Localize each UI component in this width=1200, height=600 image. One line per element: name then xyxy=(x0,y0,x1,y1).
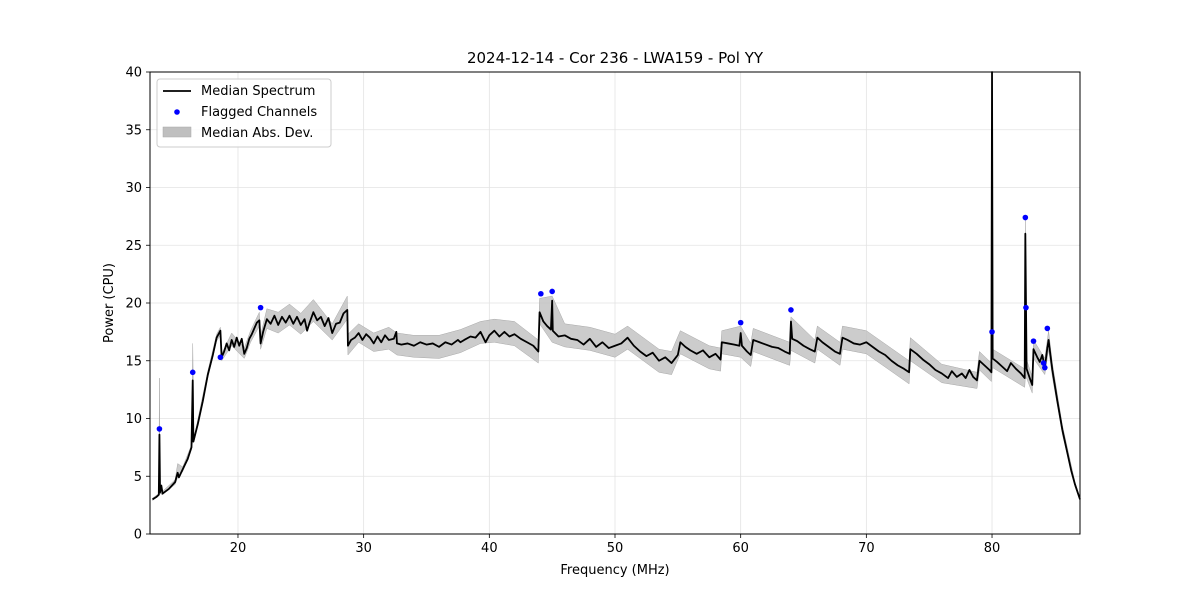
flagged-point xyxy=(257,304,264,311)
x-tick-label: 20 xyxy=(230,541,247,556)
x-tick-label: 60 xyxy=(732,541,749,556)
legend-flagged-swatch xyxy=(174,109,180,115)
flagged-point xyxy=(1044,325,1051,332)
flagged-point xyxy=(989,329,995,335)
flagged-channel-points xyxy=(156,214,1051,432)
chart-title: 2024-12-14 - Cor 236 - LWA159 - Pol YY xyxy=(467,49,764,67)
y-tick-label: 30 xyxy=(125,181,142,196)
flagged-point xyxy=(1040,360,1047,366)
legend-mad-label: Median Abs. Dev. xyxy=(201,126,313,141)
legend-flagged-label: Flagged Channels xyxy=(201,105,317,120)
y-axis-label: Power (CPU) xyxy=(102,263,117,343)
flagged-point xyxy=(1030,338,1037,344)
y-tick-label: 0 xyxy=(134,528,142,543)
y-tick-label: 5 xyxy=(134,470,142,485)
flagged-point xyxy=(189,369,196,376)
flagged-point xyxy=(1023,304,1029,311)
median-spectrum-line xyxy=(152,71,1081,501)
flagged-point xyxy=(549,288,555,295)
x-tick-label: 40 xyxy=(481,541,498,556)
y-tick-label: 20 xyxy=(125,297,142,312)
x-axis-ticks: 20 30 40 50 60 70 80 xyxy=(230,534,1001,556)
x-tick-label: 80 xyxy=(984,541,1001,556)
x-axis-label: Frequency (MHz) xyxy=(560,563,669,578)
y-tick-label: 40 xyxy=(125,66,142,81)
legend: Median Spectrum Flagged Channels Median … xyxy=(156,78,332,148)
y-tick-label: 35 xyxy=(125,123,142,138)
flagged-point xyxy=(1022,214,1029,221)
x-tick-label: 50 xyxy=(607,541,624,556)
legend-median-label: Median Spectrum xyxy=(201,84,315,99)
flagged-point xyxy=(788,307,794,313)
y-axis-ticks: 0 5 10 15 20 25 30 35 40 xyxy=(125,66,150,543)
y-tick-label: 25 xyxy=(125,239,142,254)
y-tick-label: 10 xyxy=(125,412,142,427)
y-tick-label: 15 xyxy=(125,354,142,369)
x-tick-label: 30 xyxy=(355,541,372,556)
legend-mad-swatch xyxy=(162,126,192,138)
legend-box xyxy=(156,78,332,148)
flagged-point xyxy=(737,319,744,326)
flagged-point xyxy=(156,426,163,432)
flagged-point xyxy=(217,354,224,361)
flagged-point xyxy=(1042,364,1048,371)
x-tick-label: 70 xyxy=(858,541,875,556)
flagged-point xyxy=(538,290,544,297)
